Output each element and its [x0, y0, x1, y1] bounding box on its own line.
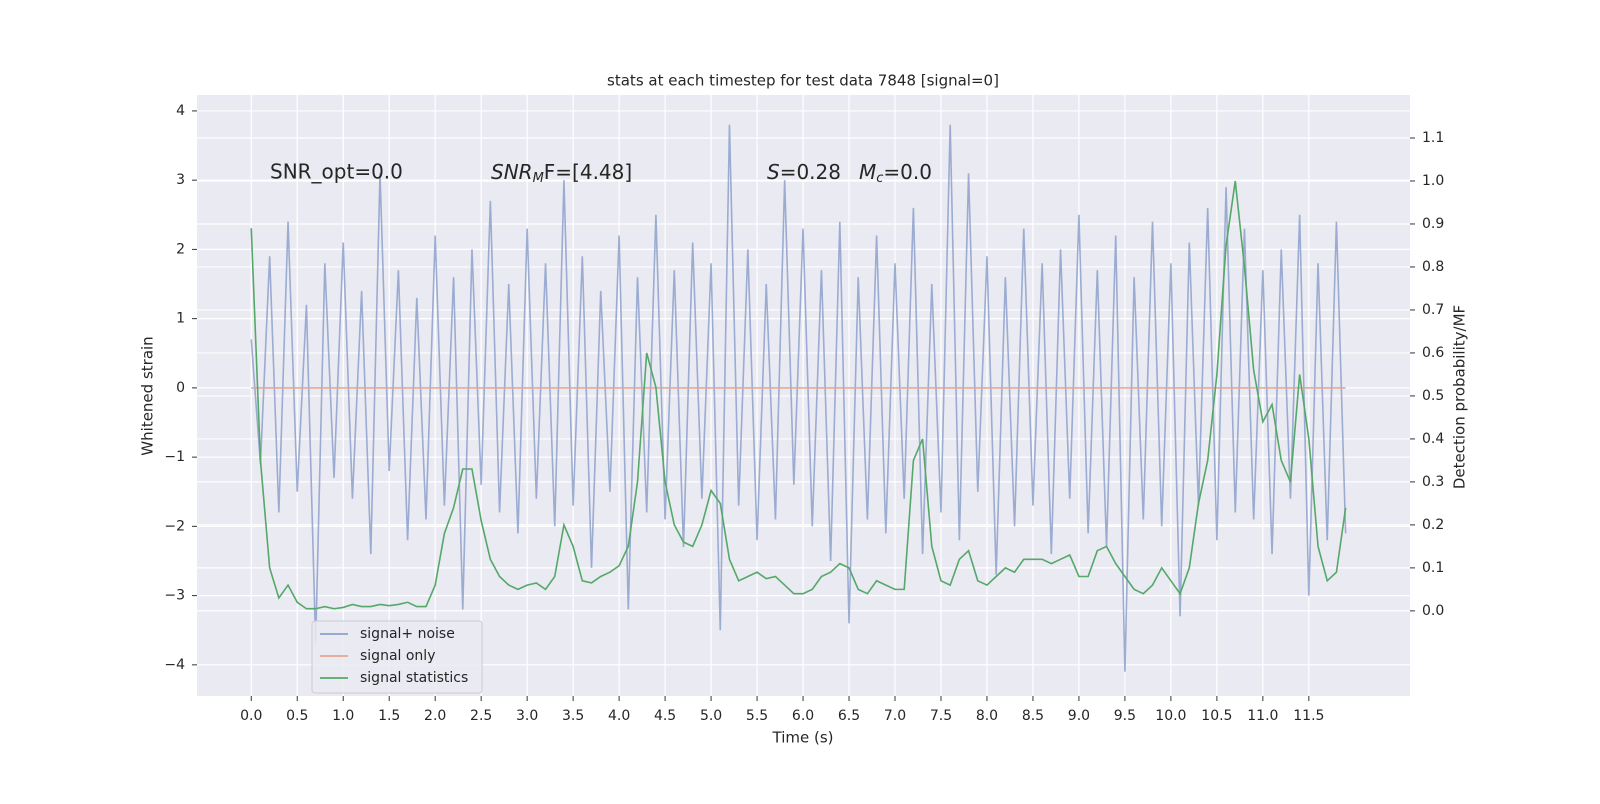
annotation-part: =0.0: [883, 160, 932, 184]
annotation-part: F=[4.48]: [544, 160, 632, 184]
x-tick-label: 7.5: [930, 708, 952, 724]
x-tick-label: 11.0: [1247, 708, 1278, 724]
annotation: SNR_opt=0.0: [270, 160, 403, 184]
x-tick-label: 3.0: [516, 708, 538, 724]
y-tick-label: 0: [176, 380, 185, 396]
y2-tick-label: 0.5: [1422, 388, 1444, 404]
x-tick-label: 8.0: [976, 708, 998, 724]
annotation-part: SNR: [491, 160, 533, 184]
x-tick-label: 8.5: [1022, 708, 1044, 724]
y-tick-label: 2: [176, 241, 185, 257]
annotation-part: c: [876, 171, 883, 186]
annotation-part: =0.28: [780, 160, 841, 184]
annotation: S=0.28 Mc=0.0: [767, 160, 932, 186]
x-tick-label: 6.0: [792, 708, 814, 724]
y-tick-label: −1: [164, 449, 185, 465]
y-tick-label: −2: [164, 518, 185, 534]
x-axis-label: Time (s): [772, 729, 834, 747]
y2-tick-label: 0.0: [1422, 603, 1444, 619]
x-tick-label: 0.0: [240, 708, 262, 724]
y2-tick-label: 1.1: [1422, 130, 1444, 146]
x-tick-label: 1.5: [378, 708, 400, 724]
y2-axis-label: Detection probability/MF: [1451, 305, 1469, 489]
y2-tick-label: 0.6: [1422, 345, 1444, 361]
x-tick-label: 9.5: [1114, 708, 1136, 724]
x-tick-label: 4.5: [654, 708, 676, 724]
x-tick-label: 5.5: [746, 708, 768, 724]
series-line: [250, 124, 1347, 672]
x-tick-label: 0.5: [286, 708, 308, 724]
x-tick-label: 10.0: [1155, 708, 1186, 724]
x-tick-label: 1.0: [332, 708, 354, 724]
y-tick-label: 4: [176, 103, 185, 119]
y2-tick-label: 0.3: [1422, 474, 1444, 490]
y2-tick-label: 0.7: [1422, 302, 1444, 318]
chart-title: stats at each timestep for test data 784…: [607, 72, 999, 90]
legend-label: signal statistics: [360, 670, 468, 686]
y-tick-label: −4: [164, 657, 185, 673]
legend-label: signal only: [360, 648, 435, 664]
y2-tick-label: 0.4: [1422, 431, 1444, 447]
x-tick-label: 3.5: [562, 708, 584, 724]
x-tick-label: 7.0: [884, 708, 906, 724]
annotation-part: M: [859, 160, 876, 184]
x-tick-label: 9.0: [1068, 708, 1090, 724]
x-tick-label: 10.5: [1201, 708, 1232, 724]
y2-tick-label: 0.8: [1422, 259, 1444, 275]
y-axis-label: Whitened strain: [139, 336, 157, 455]
marks: [250, 124, 1347, 672]
y2-tick-label: 0.9: [1422, 216, 1444, 232]
x-tick-label: 2.5: [470, 708, 492, 724]
y-tick-label: −3: [164, 588, 185, 604]
ticks: 0.0 0.5 1.0 1.5 2.0 2.5 3.0 3.5 4.0 4.5 5.0 5.5 6.0 6…: [164, 103, 1444, 724]
series-line: [250, 180, 1347, 610]
y-tick-label: 1: [176, 311, 185, 327]
grid: [197, 95, 1410, 696]
annotation-part: M: [533, 171, 544, 186]
annotation: SNRMF=[4.48]: [491, 160, 632, 186]
legend: signal+ noise signal only signal statistic…: [311, 620, 483, 694]
legend-box: [311, 620, 483, 694]
x-tick-label: 4.0: [608, 708, 630, 724]
annotation-part: S: [767, 160, 780, 184]
y2-tick-label: 1.0: [1422, 173, 1444, 189]
y2-tick-label: 0.1: [1422, 560, 1444, 576]
legend-label: signal+ noise: [360, 626, 455, 642]
x-tick-label: 2.0: [424, 708, 446, 724]
x-tick-label: 5.0: [700, 708, 722, 724]
x-tick-label: 6.5: [838, 708, 860, 724]
x-tick-label: 11.5: [1293, 708, 1324, 724]
y-tick-label: 3: [176, 172, 185, 188]
y2-tick-label: 0.2: [1422, 517, 1444, 533]
